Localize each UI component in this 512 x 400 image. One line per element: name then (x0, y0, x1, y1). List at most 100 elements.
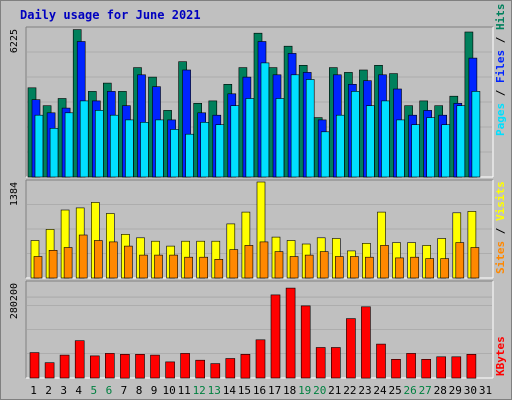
bar-pages-day-20 (320, 131, 330, 178)
bar-pages-day-9 (155, 119, 164, 178)
bar-sites-day-23 (365, 256, 374, 279)
bar-kbytes-day-16 (255, 339, 266, 379)
day-label-23: 23 (358, 384, 371, 397)
legend-text: KBytes (494, 336, 507, 376)
bar-kbytes-day-11 (180, 353, 190, 379)
bar-kbytes-day-30 (466, 353, 477, 379)
bar-sites-day-12 (199, 256, 208, 279)
visits-sites-panel: 1384 (9, 179, 494, 279)
bar-pages-day-8 (140, 122, 149, 178)
y-max-label: 6225 (9, 29, 20, 53)
bar-pages-day-29 (456, 105, 466, 178)
legend-pages: Pages (494, 103, 507, 136)
bar-sites-day-28 (440, 258, 450, 279)
y-max-label: 280200 (9, 283, 20, 319)
day-label-12: 12 (193, 384, 206, 397)
bar-kbytes-day-19 (300, 305, 311, 379)
day-label-17: 17 (268, 384, 281, 397)
bar-pages-day-5 (95, 110, 104, 178)
day-label-13: 13 (208, 384, 221, 397)
bar-kbytes-day-10 (165, 361, 175, 379)
day-label-1: 1 (30, 384, 37, 397)
bar-pages-day-24 (381, 100, 390, 178)
bar-kbytes-day-17 (270, 294, 281, 379)
day-label-3: 3 (60, 384, 67, 397)
bar-kbytes-day-8 (135, 353, 145, 379)
bar-sites-day-21 (334, 256, 344, 279)
bar-sites-day-3 (63, 247, 73, 279)
legend-sites: Sites (494, 241, 507, 274)
kbytes-panel: 280200 (9, 280, 494, 379)
day-label-30: 30 (464, 384, 477, 397)
bar-kbytes-day-6 (105, 353, 115, 379)
day-label-25: 25 (388, 384, 401, 397)
bar-kbytes-day-12 (195, 359, 205, 379)
bar-kbytes-day-4 (74, 340, 85, 379)
bar-kbytes-day-22 (346, 318, 356, 379)
day-label-27: 27 (419, 384, 432, 397)
day-label-28: 28 (434, 384, 447, 397)
bar-kbytes-day-1 (29, 352, 40, 379)
bar-pages-day-16 (260, 62, 270, 178)
day-label-7: 7 (121, 384, 128, 397)
bar-sites-day-6 (109, 241, 118, 279)
bar-sites-day-4 (78, 234, 88, 279)
day-label-5: 5 (90, 384, 97, 397)
bar-pages-day-26 (411, 124, 420, 178)
bar-kbytes-day-2 (44, 362, 55, 379)
bar-kbytes-day-20 (315, 347, 326, 379)
legend-files: Files (494, 50, 507, 83)
bar-pages-day-4 (79, 100, 89, 178)
bar-sites-day-24 (380, 245, 389, 279)
bar-sites-day-9 (154, 254, 163, 279)
bar-sites-day-17 (274, 251, 284, 279)
bar-sites-day-19 (304, 254, 314, 279)
bar-sites-day-27 (425, 258, 435, 279)
day-label-9: 9 (151, 384, 158, 397)
bar-sites-day-20 (319, 251, 329, 279)
legend-separator: / (494, 83, 507, 103)
legend-separator: / (494, 30, 507, 50)
bar-kbytes-day-9 (150, 354, 160, 379)
bar-pages-day-13 (215, 124, 225, 178)
day-label-29: 29 (449, 384, 462, 397)
legend-visits: Visits (494, 181, 507, 221)
bar-sites-day-25 (395, 257, 404, 279)
day-label-21: 21 (328, 384, 341, 397)
bar-kbytes-day-27 (421, 358, 432, 379)
bar-pages-day-18 (290, 74, 300, 178)
day-axis: 1 2 3 4 5 6 7 8 9 10 11 12 13 14 15 16 17 18 19 20 21 22 23 24 2… (30, 384, 492, 397)
bar-sites-day-18 (289, 256, 299, 279)
bar-sites-day-8 (139, 254, 148, 279)
day-label-22: 22 (343, 384, 356, 397)
bar-sites-day-22 (350, 256, 359, 279)
bar-pages-day-27 (426, 117, 436, 178)
bar-sites-day-13 (214, 258, 224, 279)
bar-sites-day-26 (410, 256, 419, 279)
bar-pages-day-7 (125, 119, 134, 178)
bar-sites-day-10 (169, 254, 178, 279)
bar-kbytes-day-28 (436, 356, 447, 379)
bar-kbytes-day-13 (210, 363, 221, 379)
legend-kbytes: KBytes (494, 336, 507, 376)
legend-text: Pages / Files / Hits (494, 4, 507, 137)
bar-kbytes-day-23 (361, 306, 371, 379)
y-max-label: 1384 (9, 182, 20, 206)
bar-pages-day-12 (200, 122, 209, 178)
bar-kbytes-day-18 (285, 287, 296, 379)
day-label-10: 10 (162, 384, 175, 397)
bar-sites-day-14 (229, 249, 239, 279)
day-label-31: 31 (479, 384, 492, 397)
day-label-6: 6 (106, 384, 113, 397)
bar-kbytes-day-14 (225, 358, 236, 379)
chart-title: Daily usage for June 2021 (20, 8, 201, 22)
bar-sites-day-15 (244, 245, 254, 279)
bar-kbytes-day-29 (451, 356, 462, 379)
bar-pages-day-25 (396, 119, 405, 178)
legend-kbytes: KBytes (494, 336, 507, 376)
day-label-18: 18 (283, 384, 296, 397)
bar-pages-day-19 (305, 79, 315, 178)
day-label-15: 15 (238, 384, 251, 397)
bar-sites-day-7 (124, 245, 133, 279)
